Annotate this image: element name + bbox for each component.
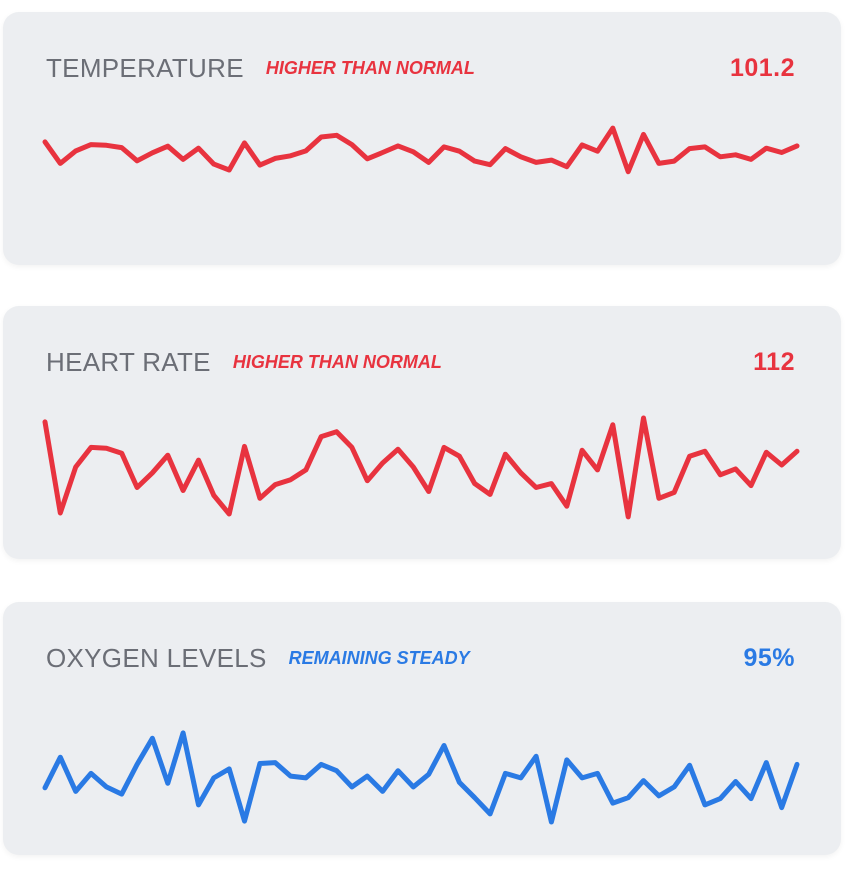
metric-title: HEART RATE [46, 346, 211, 377]
metric-status: HIGHER THAN NORMAL [265, 57, 475, 78]
metric-title: TEMPERATURE [46, 52, 244, 83]
oxygen-levels-sparkline [42, 730, 800, 825]
card-header: OXYGEN LEVELS REMAINING STEADY 95% [46, 642, 795, 674]
heart-rate-card[interactable]: HEART RATE HIGHER THAN NORMAL 112 [3, 306, 841, 559]
card-header: TEMPERATURE HIGHER THAN NORMAL 101.2 [46, 52, 795, 84]
metric-value: 101.2 [729, 53, 795, 82]
metric-title: OXYGEN LEVELS [46, 642, 267, 673]
oxygen-levels-line [42, 730, 800, 825]
temperature-sparkline [42, 125, 800, 175]
metric-value: 95% [743, 643, 795, 672]
metric-value: 112 [753, 347, 795, 376]
metric-status: REMAINING STEADY [288, 647, 470, 668]
oxygen-levels-card[interactable]: OXYGEN LEVELS REMAINING STEADY 95% [3, 602, 841, 855]
metric-status: HIGHER THAN NORMAL [232, 351, 442, 372]
temperature-card[interactable]: TEMPERATURE HIGHER THAN NORMAL 101.2 [3, 12, 841, 265]
heart-rate-line [42, 415, 800, 520]
card-header: HEART RATE HIGHER THAN NORMAL 112 [46, 346, 795, 378]
temperature-line [42, 125, 800, 175]
heart-rate-sparkline [42, 415, 800, 520]
